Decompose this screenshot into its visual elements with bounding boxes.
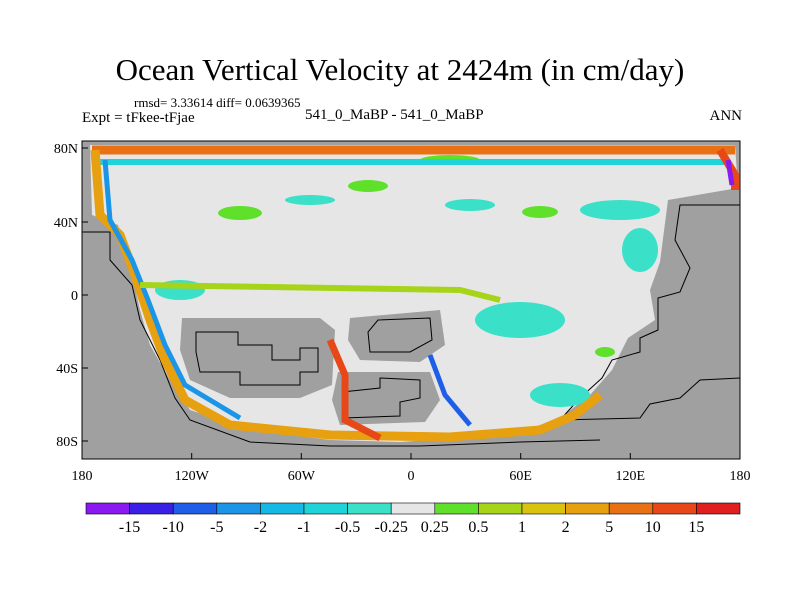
colorbar-swatch (565, 502, 610, 515)
colorbar-label: -0.5 (335, 519, 360, 536)
lat-tick-label: 80S (56, 435, 78, 450)
land-mass-south (332, 372, 440, 425)
colorbar-label: -0.25 (375, 519, 408, 536)
lat-tick-label: 80N (54, 142, 78, 157)
colorbar-swatch (478, 502, 523, 515)
colorbar-swatch (216, 502, 261, 515)
lon-tick-label: 0 (408, 469, 415, 484)
case-label: 541_0_MaBP - 541_0_MaBP (305, 107, 484, 123)
coastline-southwest (82, 231, 601, 447)
colorbar-swatch (129, 502, 174, 515)
lon-tick-label: 180 (730, 469, 751, 484)
coastline-south (341, 377, 421, 419)
land-mass-center (348, 310, 445, 362)
colorbar-label: -2 (254, 519, 267, 536)
season-label: ANN (709, 108, 743, 124)
negative-patches (155, 195, 660, 407)
lon-tick-label: 60W (288, 469, 316, 484)
colorbar-label: 0.25 (421, 519, 449, 536)
colorbar-label: 15 (688, 519, 704, 536)
colorbar-swatch (434, 502, 479, 515)
longitude-ticks: 180 120W 60W 0 60E 120E 180 (72, 453, 751, 484)
colorbar: -15 -10 -5 -2 -1 -0.5 -0.25 0.25 0.5 1 2 5 10 15 (85, 502, 741, 536)
coastline-west (195, 331, 319, 386)
colorbar-label: -15 (119, 519, 140, 536)
lat-tick-label: 40N (54, 216, 78, 231)
latitude-ticks: 80N 40N 0 40S 80S (54, 142, 88, 450)
colorbar-label: 2 (562, 519, 570, 536)
colorbar-swatch (347, 502, 392, 515)
lon-tick-label: 180 (72, 469, 93, 484)
colorbar-label: -5 (210, 519, 223, 536)
experiment-label: Expt = tFkee-tFjae (82, 110, 195, 126)
colorbar-label: 5 (605, 519, 613, 536)
colorbar-swatch (390, 502, 436, 515)
land-mass-west (180, 318, 335, 398)
colorbar-swatch (608, 502, 654, 515)
lon-tick-label: 60E (509, 469, 532, 484)
colorbar-swatch (172, 502, 218, 515)
lon-tick-label: 120W (175, 469, 210, 484)
colorbar-label: 10 (645, 519, 661, 536)
coastline-east (558, 204, 740, 421)
colorbar-swatch (652, 502, 697, 515)
stats-label: rmsd= 3.33614 diff= 0.0639365 (134, 95, 301, 110)
lat-tick-label: 0 (71, 289, 78, 304)
colorbar-label: 1 (518, 519, 526, 536)
colorbar-label: -1 (297, 519, 310, 536)
colorbar-label: 0.5 (468, 519, 488, 536)
colorbar-swatch (696, 502, 741, 515)
coastline-center (367, 317, 433, 353)
map-area (82, 141, 740, 459)
colorbar-swatch (85, 502, 130, 515)
boundary-currents (90, 145, 739, 442)
colorbar-swatch (521, 502, 566, 515)
lat-tick-label: 40S (56, 362, 78, 377)
colorbar-swatch (260, 502, 305, 515)
colorbar-swatch (303, 502, 348, 515)
map-title: Ocean Vertical Velocity at 2424m (in cm/… (115, 52, 685, 87)
colorbar-label: -10 (163, 519, 184, 536)
lon-tick-label: 120E (616, 469, 646, 484)
